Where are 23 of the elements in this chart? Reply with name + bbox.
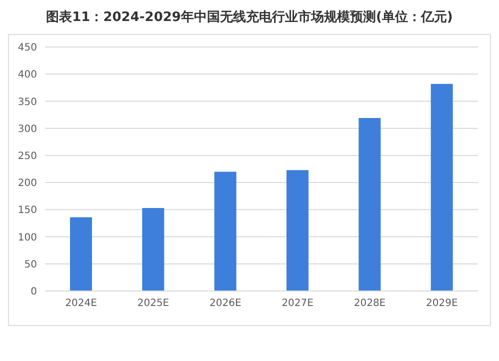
bar	[142, 208, 164, 291]
x-tick-label: 2027E	[282, 298, 314, 310]
x-tick-label: 2024E	[65, 298, 97, 310]
y-tick-label: 50	[24, 259, 37, 270]
y-tick-label: 150	[18, 205, 37, 216]
x-tick-label: 2026E	[210, 298, 242, 310]
y-tick-label: 100	[18, 232, 37, 244]
y-tick-label: 350	[18, 96, 37, 108]
bar	[430, 84, 453, 291]
bar	[214, 172, 236, 291]
y-tick-label: 300	[18, 124, 37, 135]
x-tick-label: 2028E	[354, 298, 386, 310]
bar	[286, 170, 308, 291]
x-tick-label: 2025E	[137, 298, 170, 310]
y-tick-label: 250	[18, 150, 37, 162]
bar	[70, 217, 92, 291]
y-tick-label: 200	[18, 178, 37, 190]
y-tick-label: 450	[18, 42, 37, 54]
y-tick-label: 400	[18, 70, 37, 81]
y-tick-label: 0	[30, 286, 37, 298]
bar	[358, 118, 381, 291]
chart-title: 图表11：2024-2029年中国无线充电行业市场规模预测(单位：亿元)	[45, 8, 454, 26]
x-tick-label: 2029E	[426, 298, 458, 310]
